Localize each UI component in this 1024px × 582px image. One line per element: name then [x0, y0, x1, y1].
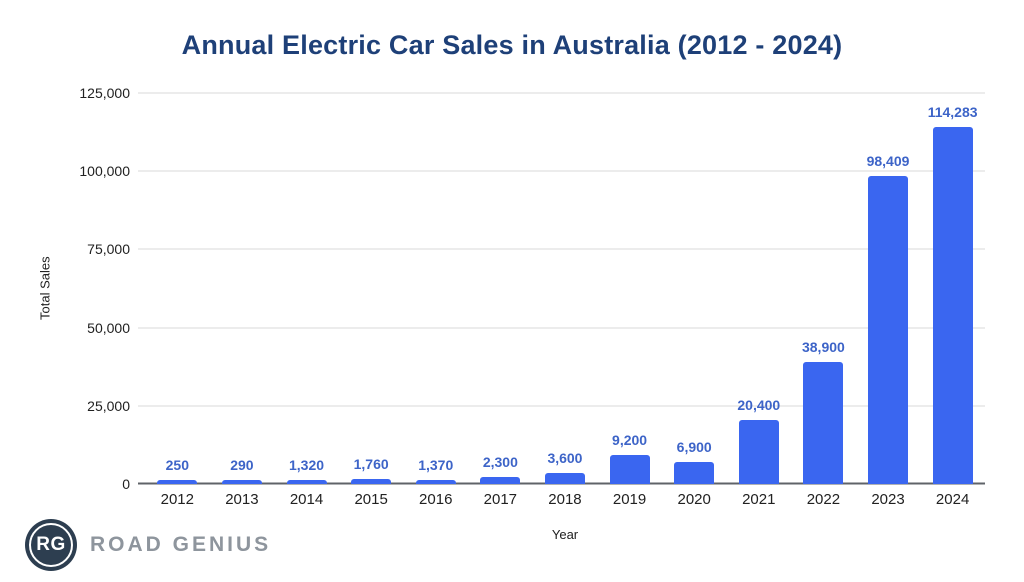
x-tick-label-2023: 2023: [871, 491, 905, 508]
x-tick-label-2017: 2017: [483, 491, 518, 508]
bar-slot-2022: 38,900: [791, 93, 856, 484]
chart-title: Annual Electric Car Sales in Australia (…: [181, 30, 843, 60]
gridline: [138, 405, 985, 407]
bar-slot-2024: 114,283: [920, 93, 985, 484]
bar-2017: [480, 476, 521, 484]
x-tick-label-2015: 2015: [354, 491, 388, 508]
x-tick-label-2024: 2024: [935, 491, 970, 508]
bar-slot-2013: 290: [210, 93, 275, 484]
bar-value-label-2024: 114,283: [927, 103, 978, 120]
gridline: [138, 327, 985, 329]
bar-slot-2021: 20,400: [726, 93, 791, 484]
gridline: [138, 248, 985, 250]
bar-slot-2016: 1,370: [403, 93, 468, 484]
bar-slot-2014: 1,320: [274, 93, 339, 484]
bar-slot-2018: 3,600: [533, 93, 598, 484]
x-axis-title: Year: [551, 527, 579, 542]
x-axis-labels: 2012 2013 2014 2015 2016 2017 2018 2019 2020 2021…: [145, 491, 985, 508]
bar-2019: [609, 455, 650, 484]
bar-value-label-2023: 98,409: [866, 153, 910, 170]
bar-value-label-2016: 1,370: [418, 456, 454, 473]
rg-logo-icon: RG: [25, 519, 77, 571]
bar-2013: [221, 480, 262, 484]
x-tick-label-2020: 2020: [677, 491, 711, 508]
bar-value-label-2021: 20,400: [737, 397, 781, 414]
bar-value-label-2013: 290: [230, 457, 254, 473]
gridline: [138, 92, 985, 94]
bar-value-label-2015: 1,760: [353, 455, 389, 472]
bar-2014: [286, 479, 327, 484]
x-tick-label-2013: 2013: [225, 491, 259, 508]
bar-2020: [674, 462, 715, 484]
bars-row: 250 290 1,320 1,760 1,370 2,300 3,600 9,200 6,90…: [145, 93, 985, 484]
plot-area: 250 290 1,320 1,760 1,370 2,300 3,600 9,200 6,90…: [138, 92, 985, 485]
y-tick-label: 25,000: [87, 397, 130, 414]
bar-value-label-2020: 6,900: [676, 439, 712, 456]
bar-value-label-2012: 250: [165, 457, 189, 473]
bar-slot-2015: 1,760: [339, 93, 404, 484]
bar-value-label-2017: 2,300: [482, 453, 518, 470]
bar-slot-2019: 9,200: [597, 93, 662, 484]
x-tick-label-2019: 2019: [612, 491, 647, 508]
y-axis-ticks: 0 25,000 50,000 75,000 100,000 125,000: [0, 85, 130, 492]
rg-logo-ring: RG: [29, 523, 73, 567]
y-tick-label: 75,000: [87, 241, 130, 258]
x-tick-label-2021: 2021: [742, 491, 776, 508]
x-tick-label-2012: 2012: [160, 491, 194, 508]
bar-slot-2017: 2,300: [468, 93, 533, 484]
y-tick-label: 0: [122, 476, 130, 492]
bar-value-label-2018: 3,600: [547, 449, 583, 466]
y-tick-label: 125,000: [79, 85, 130, 101]
rg-logo-monogram: RG: [36, 534, 66, 555]
x-tick-label-2014: 2014: [289, 491, 324, 508]
bar-value-label-2019: 9,200: [612, 432, 648, 449]
logo-wordmark: ROAD GENIUS: [90, 533, 272, 556]
bar-2021: [738, 420, 779, 484]
bar-2022: [803, 362, 844, 484]
x-tick-label-2016: 2016: [419, 491, 453, 508]
bar-2023: [868, 176, 908, 484]
bar-2016: [415, 479, 456, 484]
bar-2012: [157, 480, 198, 484]
bar-2018: [544, 472, 585, 484]
x-tick-label-2022: 2022: [806, 491, 841, 508]
x-tick-label-2018: 2018: [548, 491, 582, 508]
y-tick-label: 100,000: [79, 163, 130, 180]
y-tick-label: 50,000: [87, 319, 130, 336]
bar-2024: [932, 126, 973, 484]
gridline: [138, 170, 985, 172]
bar-value-label-2022: 38,900: [801, 339, 845, 356]
road-genius-logo: RG ROAD GENIUS: [25, 519, 271, 571]
bar-slot-2023: 98,409: [856, 93, 921, 484]
bar-2015: [351, 478, 392, 484]
bar-slot-2020: 6,900: [662, 93, 727, 484]
bar-slot-2012: 250: [145, 93, 210, 484]
bar-value-label-2014: 1,320: [289, 456, 325, 473]
